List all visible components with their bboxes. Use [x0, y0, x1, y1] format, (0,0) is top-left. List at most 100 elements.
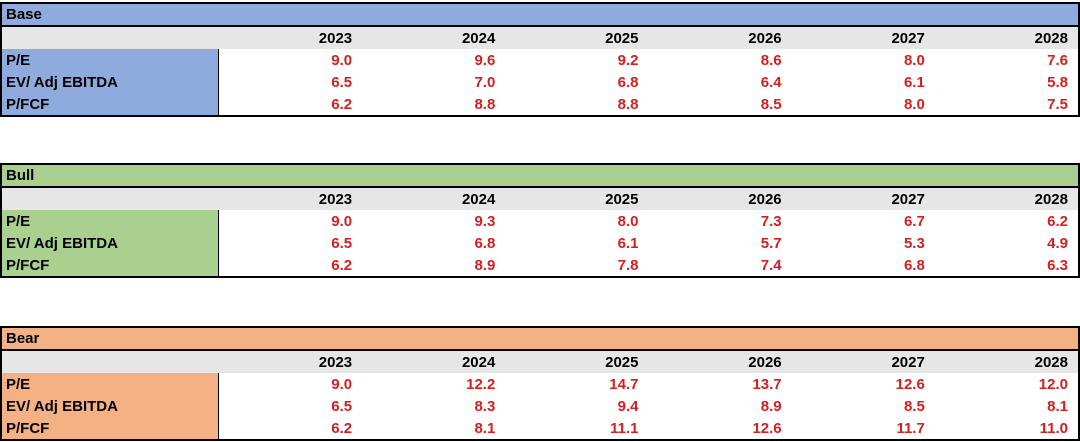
value-cell: 6.1: [617, 234, 639, 252]
value-cell: 8.0: [903, 51, 925, 69]
year-row-corner-cell: [2, 188, 219, 210]
value-cell: 5.7: [760, 234, 782, 252]
scenario-title-base: Base: [2, 4, 1078, 27]
year-header-cell: 2026: [748, 29, 782, 47]
metric-label-cell: P/FCF: [2, 254, 219, 276]
year-header-cell: 2023: [318, 29, 353, 47]
year-header-cell: 2027: [891, 29, 925, 47]
year-header-cell: 2025: [605, 353, 639, 371]
value-cell: 8.0: [903, 95, 925, 113]
value-cell: 9.6: [474, 51, 496, 69]
value-cell: 4.9: [1047, 234, 1068, 252]
year-header-row: 2023 2024 2025 2026 2027 2028: [2, 351, 1078, 373]
value-cell: 6.4: [760, 73, 782, 91]
year-header-row: 2023 2024 2025 2026 2027 2028: [2, 188, 1078, 210]
value-cell: 6.2: [331, 95, 353, 113]
value-cell: 6.8: [474, 234, 496, 252]
value-cell: 7.0: [474, 73, 496, 91]
value-cell: 11.1: [610, 419, 639, 437]
value-cell: 6.1: [903, 73, 925, 91]
year-header-cell: 2025: [605, 190, 639, 208]
value-cell: 12.6: [752, 419, 782, 437]
year-header-cell: 2026: [748, 353, 782, 371]
year-header-cell: 2025: [605, 29, 639, 47]
metric-label-cell: P/E: [2, 373, 219, 395]
year-header-cell: 2027: [891, 190, 925, 208]
value-cell: 6.2: [1047, 212, 1068, 230]
year-header-row: 2023 2024 2025 2026 2027 2028: [2, 27, 1078, 49]
metric-label-cell: P/E: [2, 49, 219, 71]
metric-row-ev-adj-ebitda: EV/ Adj EBITDA 6.5 6.8 6.1 5.7 5.3 4.9: [2, 232, 1078, 254]
value-cell: 13.7: [752, 375, 782, 393]
value-cell: 6.3: [1047, 256, 1068, 274]
value-cell: 11.7: [896, 419, 925, 437]
value-cell: 14.7: [609, 375, 639, 393]
metric-row-ev-adj-ebitda: EV/ Adj EBITDA 6.5 7.0 6.8 6.4 6.1 5.8: [2, 71, 1078, 93]
value-cell: 7.3: [760, 212, 782, 230]
metric-row-pe: P/E 9.0 9.6 9.2 8.6 8.0 7.6: [2, 49, 1078, 71]
year-header-cell: 2028: [1034, 190, 1068, 208]
value-cell: 6.8: [617, 73, 639, 91]
year-header-cell: 2024: [461, 29, 496, 47]
value-cell: 12.6: [895, 375, 925, 393]
year-header-cell: 2027: [891, 353, 925, 371]
value-cell: 7.6: [1047, 51, 1068, 69]
year-row-corner-cell: [2, 27, 219, 49]
value-cell: 6.7: [903, 212, 925, 230]
value-cell: 6.5: [331, 397, 353, 415]
value-cell: 7.5: [1047, 95, 1068, 113]
metric-row-ev-adj-ebitda: EV/ Adj EBITDA 6.5 8.3 9.4 8.9 8.5 8.1: [2, 395, 1078, 417]
scenario-title-bull: Bull: [2, 165, 1078, 188]
metric-label-cell: EV/ Adj EBITDA: [2, 232, 219, 254]
value-cell: 8.8: [474, 95, 496, 113]
value-cell: 9.3: [474, 212, 496, 230]
metric-row-pfcf: P/FCF 6.2 8.8 8.8 8.5 8.0 7.5: [2, 93, 1078, 115]
metric-label-cell: P/FCF: [2, 93, 219, 115]
metric-label-cell: EV/ Adj EBITDA: [2, 71, 219, 93]
value-cell: 11.0: [1039, 419, 1068, 437]
value-cell: 5.3: [903, 234, 925, 252]
value-cell: 12.0: [1038, 375, 1068, 393]
year-header-cell: 2028: [1034, 29, 1068, 47]
year-row-corner-cell: [2, 351, 219, 373]
value-cell: 8.1: [1047, 397, 1068, 415]
value-cell: 8.5: [760, 95, 782, 113]
value-cell: 8.6: [760, 51, 782, 69]
year-header-cell: 2026: [748, 190, 782, 208]
value-cell: 6.5: [331, 73, 353, 91]
value-cell: 8.5: [903, 397, 925, 415]
scenario-table-bull: Bull 2023 2024 2025 2026 2027 2028 P/E 9…: [0, 163, 1080, 278]
metric-label-cell: P/E: [2, 210, 219, 232]
year-header-cell: 2024: [461, 190, 496, 208]
value-cell: 9.0: [331, 51, 353, 69]
value-cell: 8.8: [617, 95, 639, 113]
metric-row-pfcf: P/FCF 6.2 8.9 7.8 7.4 6.8 6.3: [2, 254, 1078, 276]
year-header-cell: 2023: [318, 190, 353, 208]
value-cell: 7.4: [760, 256, 782, 274]
value-cell: 8.1: [474, 419, 496, 437]
scenario-title-bear: Bear: [2, 328, 1078, 351]
value-cell: 12.2: [466, 375, 496, 393]
metric-row-pe: P/E 9.0 12.2 14.7 13.7 12.6 12.0: [2, 373, 1078, 395]
scenario-table-base: Base 2023 2024 2025 2026 2027 2028 P/E 9…: [0, 2, 1080, 117]
scenario-table-bear: Bear 2023 2024 2025 2026 2027 2028 P/E 9…: [0, 326, 1080, 441]
value-cell: 8.9: [474, 256, 496, 274]
value-cell: 6.5: [331, 234, 353, 252]
value-cell: 8.3: [474, 397, 496, 415]
value-cell: 6.2: [331, 419, 353, 437]
value-cell: 8.0: [617, 212, 639, 230]
metric-label-cell: P/FCF: [2, 417, 219, 439]
value-cell: 8.9: [760, 397, 782, 415]
value-cell: 6.2: [331, 256, 353, 274]
metric-row-pfcf: P/FCF 6.2 8.1 11.1 12.6 11.7 11.0: [2, 417, 1078, 439]
value-cell: 5.8: [1047, 73, 1068, 91]
value-cell: 6.8: [903, 256, 925, 274]
year-header-cell: 2023: [318, 353, 353, 371]
year-header-cell: 2024: [461, 353, 496, 371]
metric-row-pe: P/E 9.0 9.3 8.0 7.3 6.7 6.2: [2, 210, 1078, 232]
value-cell: 7.8: [617, 256, 639, 274]
value-cell: 9.2: [617, 51, 639, 69]
value-cell: 9.0: [331, 375, 353, 393]
metric-label-cell: EV/ Adj EBITDA: [2, 395, 219, 417]
